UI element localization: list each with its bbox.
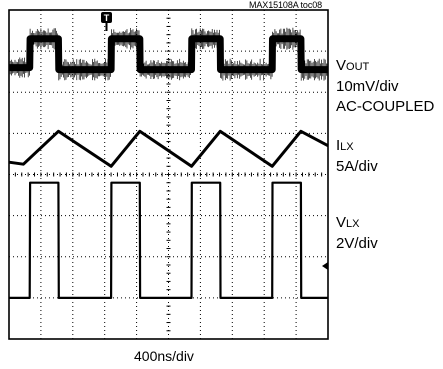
vout-scale: 10mV/div — [336, 78, 399, 95]
ilx-scale: 5A/div — [336, 158, 378, 175]
timebase-label: 400ns/div — [134, 348, 194, 364]
trace-vout-noise — [8, 27, 328, 81]
vlx-label: VLX — [336, 214, 360, 231]
figure-reference: MAX15108A toc08 — [249, 0, 323, 10]
trigger-marker: T — [101, 12, 112, 31]
vout-coupling: AC-COUPLED — [336, 98, 435, 115]
grid — [8, 9, 329, 339]
traces — [8, 27, 329, 299]
ground-level-marker — [322, 262, 328, 270]
trace-ilx — [8, 129, 329, 168]
vlx-scale: 2V/div — [336, 235, 378, 252]
vout-label: VOUT — [336, 57, 370, 74]
ilx-label-block: ILX 5A/div — [336, 136, 378, 177]
trace-vlx — [9, 181, 328, 299]
vout-label-block: VOUT 10mV/div AC-COUPLED — [336, 56, 434, 117]
trigger-marker-label: T — [104, 13, 110, 23]
vlx-label-block: VLX 2V/div — [336, 213, 378, 254]
ilx-label: ILX — [336, 137, 354, 154]
